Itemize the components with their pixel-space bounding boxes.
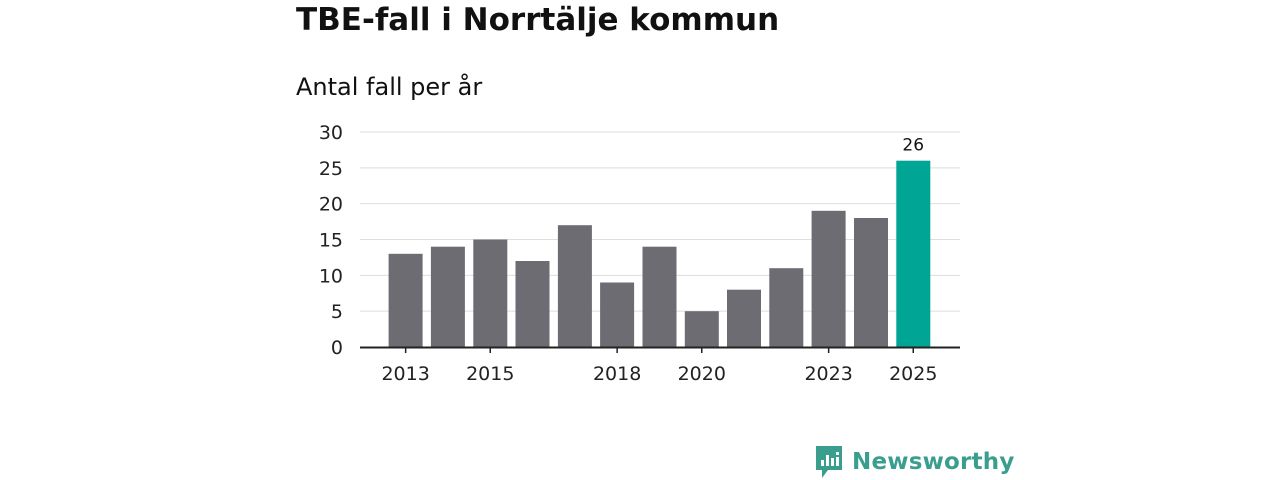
brand-logo: Newsworthy (814, 444, 1015, 480)
bar-2017 (557, 225, 592, 347)
bar-2025 (896, 160, 931, 347)
bar-2014 (430, 246, 465, 347)
newsworthy-logo-icon (816, 446, 842, 478)
y-tick-label-25: 25 (319, 158, 343, 180)
y-tick-label-0: 0 (331, 337, 343, 359)
y-tick-label-30: 30 (319, 122, 343, 144)
x-tick-label-2013: 2013 (381, 363, 429, 385)
bars (388, 160, 931, 347)
x-tick-label-2020: 2020 (678, 363, 726, 385)
y-tick-label-20: 20 (319, 194, 343, 216)
bar-2024 (854, 218, 888, 347)
x-tick-label-2025: 2025 (889, 363, 937, 385)
chart-subtitle: Antal fall per år (296, 73, 483, 101)
y-tick-label-10: 10 (319, 265, 343, 287)
bar-2013 (388, 253, 423, 347)
data-labels: 26 (902, 136, 924, 156)
bar-2020 (684, 311, 719, 347)
x-tick-label-2015: 2015 (466, 363, 514, 385)
bar-2015 (473, 239, 508, 347)
y-axis-ticks: 0 5 10 15 20 25 30 (319, 122, 343, 359)
bar-2018 (600, 282, 635, 347)
y-tick-label-5: 5 (331, 301, 343, 323)
data-label-2025: 26 (902, 136, 924, 156)
x-tick-label-2018: 2018 (593, 363, 641, 385)
x-axis-ticks: 2013 2015 2018 2020 2023 2025 (381, 347, 937, 385)
brand-name: Newsworthy (852, 449, 1015, 475)
x-tick-label-2023: 2023 (804, 363, 852, 385)
bar-2021 (727, 289, 761, 347)
bar-2022 (769, 268, 804, 347)
bar-2019 (642, 246, 677, 347)
chart-title: TBE-fall i Norrtälje kommun (296, 2, 780, 38)
y-tick-label-15: 15 (319, 230, 343, 252)
bar-2016 (515, 261, 550, 347)
bar-2023 (811, 210, 846, 347)
